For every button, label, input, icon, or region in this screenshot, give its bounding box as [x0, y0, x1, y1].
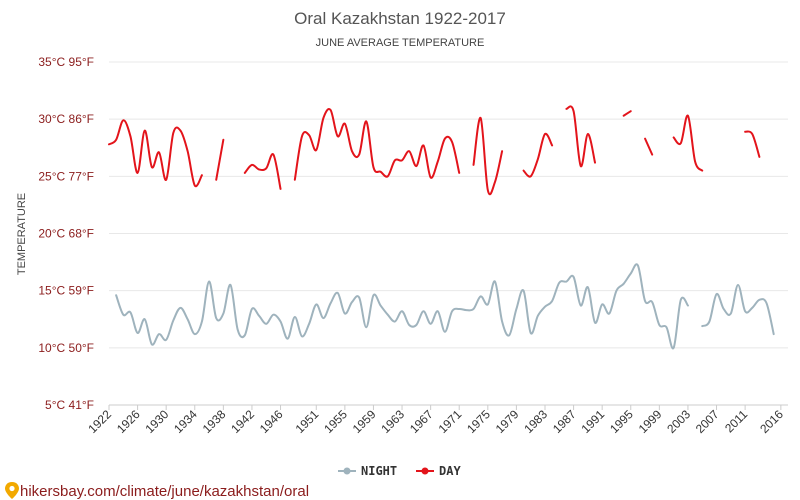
source-link[interactable]: hikersbay.com/climate/june/kazakhstan/or… — [5, 482, 309, 500]
x-tick-label: 1946 — [257, 407, 286, 436]
chart-subtitle: JUNE AVERAGE TEMPERATURE — [316, 37, 485, 49]
day-line-segment-4 — [472, 117, 504, 196]
x-tick-label: 1991 — [579, 407, 608, 436]
day-line-segment-9 — [672, 114, 704, 172]
legend-item-night[interactable]: NIGHT — [338, 464, 397, 478]
legend[interactable]: NIGHT DAY — [338, 464, 461, 478]
legend-night-marker — [343, 467, 351, 475]
gridlines — [108, 61, 788, 410]
day-line-segment-10 — [744, 130, 761, 158]
x-tick-label: 1934 — [171, 407, 200, 436]
legend-item-day[interactable]: DAY — [416, 464, 461, 478]
x-tick-label: 1983 — [521, 407, 550, 436]
night-line-segment-1 — [701, 283, 775, 336]
y-tick-label: 20°C 68°F — [38, 227, 94, 241]
y-tick-label: 15°C 59°F — [38, 284, 94, 298]
x-tick-label: 2007 — [693, 407, 722, 436]
x-tick-label: 1987 — [550, 407, 579, 436]
day-line-segment-0 — [108, 119, 203, 188]
y-axis-ticks: 35°C 95°F 30°C 86°F 25°C 77°F 20°C 68°F 15°C… — [38, 55, 94, 412]
y-tick-label: 30°C 86°F — [38, 112, 94, 126]
x-tick-label: 1967 — [407, 407, 436, 436]
x-tick-label: 1999 — [636, 407, 665, 436]
x-tick-label: 1971 — [436, 407, 465, 436]
y-tick-label: 10°C 50°F — [38, 341, 94, 355]
day-line-segment-6 — [565, 105, 597, 168]
x-tick-label: 1979 — [493, 407, 522, 436]
day-line-segment-3 — [293, 108, 461, 181]
x-tick-label: 1930 — [143, 407, 172, 436]
day-line-segment-5 — [522, 132, 554, 178]
x-tick-label: 1926 — [114, 407, 143, 436]
x-tick-label: 1959 — [350, 407, 379, 436]
day-line-segment-8 — [644, 137, 654, 156]
y-tick-label: 5°C 41°F — [45, 398, 94, 412]
x-tick-label: 1938 — [200, 407, 229, 436]
day-line-segment-2 — [243, 153, 282, 190]
x-tick-label: 2016 — [757, 407, 786, 436]
day-line-segment-7 — [622, 110, 632, 117]
x-tick-label: 1955 — [321, 407, 350, 436]
x-tick-label: 1975 — [464, 407, 493, 436]
x-tick-label: 1995 — [607, 407, 636, 436]
day-line-segment-1 — [215, 138, 225, 181]
source-url[interactable]: hikersbay.com/climate/june/kazakhstan/or… — [20, 483, 309, 500]
x-tick-label: 2003 — [664, 407, 693, 436]
x-tick-label: 1951 — [293, 407, 322, 436]
x-tick-label: 2011 — [722, 407, 750, 435]
x-tick-label: 1963 — [378, 407, 407, 436]
legend-day-marker — [421, 467, 429, 475]
series-day — [108, 105, 761, 196]
map-pin-icon — [5, 482, 19, 499]
night-line-segment-0 — [115, 263, 689, 350]
y-tick-label: 25°C 77°F — [38, 169, 94, 183]
x-tick-label: 1942 — [228, 407, 257, 436]
x-axis-ticks: 1922 1926 1930 1934 1938 1942 1946 1951 1955 1959… — [85, 407, 786, 436]
legend-night-label: NIGHT — [361, 464, 397, 478]
series-lines — [108, 105, 775, 350]
y-axis-label: TEMPERATURE — [16, 193, 28, 275]
y-tick-label: 35°C 95°F — [38, 55, 94, 69]
series-night — [115, 263, 775, 350]
chart-title: Oral Kazakhstan 1922-2017 — [294, 9, 506, 28]
legend-day-label: DAY — [439, 464, 461, 478]
